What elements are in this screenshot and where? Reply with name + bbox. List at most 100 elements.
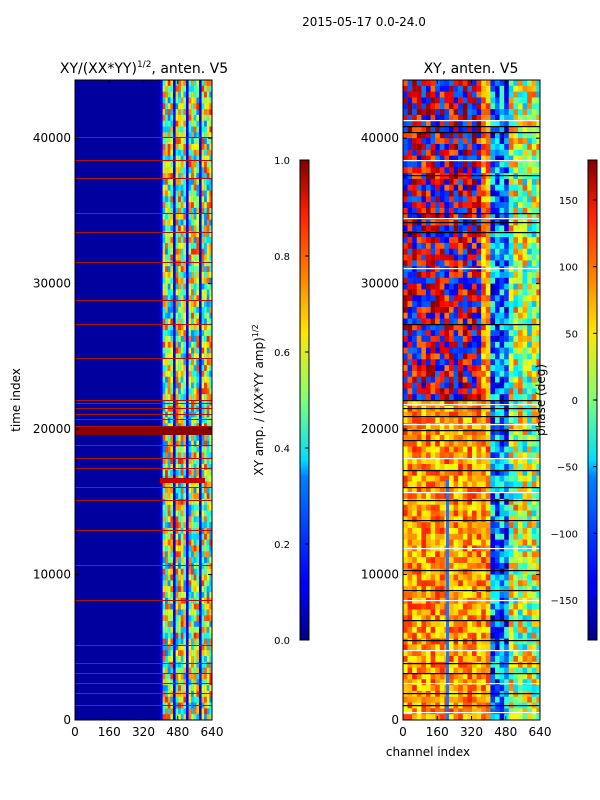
phase-cell bbox=[407, 91, 413, 98]
amplitude-cell bbox=[167, 586, 171, 593]
phase-cell bbox=[421, 353, 427, 360]
phase-cell bbox=[499, 161, 505, 168]
amplitude-cell bbox=[165, 632, 168, 640]
amplitude-cell bbox=[209, 80, 212, 87]
phase-cell bbox=[403, 539, 408, 546]
phase-cell bbox=[508, 306, 514, 314]
amplitude-cell bbox=[209, 551, 212, 558]
amplitude-cell bbox=[188, 109, 192, 116]
amplitude-cell bbox=[165, 178, 168, 186]
phase-cell bbox=[407, 254, 413, 261]
amplitude-cell bbox=[188, 208, 192, 215]
phase-cell bbox=[531, 272, 537, 279]
amplitude-cell bbox=[173, 272, 176, 279]
amplitude-cell bbox=[196, 289, 200, 296]
amplitude-cell bbox=[193, 487, 197, 494]
phase-cell bbox=[430, 231, 436, 238]
amplitude-cell bbox=[162, 388, 166, 395]
amplitude-cell bbox=[196, 213, 200, 221]
amplitude-cell bbox=[162, 138, 166, 145]
amplitude-cell bbox=[167, 353, 171, 360]
phase-cell bbox=[531, 173, 537, 180]
phase-cell bbox=[485, 411, 491, 418]
amplitude-cell bbox=[196, 539, 200, 546]
phase-cell bbox=[495, 295, 500, 302]
amplitude-cell bbox=[178, 690, 181, 698]
amplitude-cell bbox=[178, 626, 181, 634]
amplitude-cell bbox=[193, 638, 197, 645]
phase-cell bbox=[421, 370, 427, 378]
phase-cell bbox=[453, 341, 459, 349]
phase-cell bbox=[416, 126, 422, 133]
amplitude-cell bbox=[165, 144, 168, 151]
amplitude-cell bbox=[173, 190, 176, 197]
phase-cell bbox=[518, 434, 523, 442]
amplitude-cell bbox=[193, 557, 197, 564]
amplitude-cell bbox=[188, 283, 192, 290]
phase-cell bbox=[472, 429, 477, 436]
amplitude-cell bbox=[170, 615, 174, 622]
amplitude-cell bbox=[162, 533, 166, 541]
amplitude-cell bbox=[178, 324, 181, 331]
phase-cell bbox=[495, 423, 500, 430]
amplitude-cell bbox=[175, 539, 179, 546]
amplitude-cell bbox=[162, 626, 166, 634]
phase-cell bbox=[481, 452, 486, 459]
amplitude-cell bbox=[173, 109, 176, 116]
amplitude-cell bbox=[170, 504, 174, 512]
amplitude-cell bbox=[209, 161, 212, 168]
phase-cell bbox=[508, 312, 514, 320]
phase-cell bbox=[430, 283, 436, 290]
amplitude-cell bbox=[167, 673, 171, 680]
phase-cell bbox=[481, 184, 486, 192]
amplitude-cell bbox=[209, 533, 212, 541]
phase-cell bbox=[430, 498, 436, 506]
phase-cell bbox=[439, 481, 445, 488]
amplitude-cell bbox=[183, 714, 187, 720]
amplitude-cell bbox=[204, 685, 207, 692]
amplitude-cell bbox=[196, 510, 200, 517]
phase-cell bbox=[508, 429, 514, 436]
phase-cell bbox=[490, 574, 496, 581]
amplitude-cell bbox=[167, 539, 171, 546]
phase-cell bbox=[430, 80, 436, 87]
phase-cell bbox=[439, 557, 445, 564]
amplitude-cell bbox=[180, 661, 184, 669]
amplitude-cell bbox=[178, 225, 181, 232]
phase-cell bbox=[513, 376, 519, 384]
phase-cell bbox=[495, 132, 500, 139]
phase-cell bbox=[536, 574, 540, 581]
phase-cell bbox=[426, 394, 431, 401]
amplitude-cell bbox=[204, 196, 207, 203]
amplitude-cell bbox=[165, 382, 168, 389]
amplitude-cell bbox=[206, 161, 210, 168]
phase-cell bbox=[430, 562, 436, 570]
phase-cell bbox=[513, 225, 519, 232]
phase-cell bbox=[490, 202, 496, 209]
phase-cell bbox=[485, 277, 491, 285]
amplitude-cell bbox=[183, 237, 187, 244]
amplitude-cell bbox=[196, 277, 200, 285]
phase-cell bbox=[499, 318, 505, 325]
phase-cell bbox=[458, 109, 463, 116]
amplitude-cell bbox=[165, 568, 168, 576]
amplitude-cell bbox=[209, 324, 212, 331]
amplitude-cell bbox=[173, 132, 176, 139]
amplitude-cell bbox=[206, 673, 210, 680]
amplitude-cell bbox=[173, 330, 176, 337]
phase-cell bbox=[449, 138, 454, 145]
amplitude-cell bbox=[196, 347, 200, 354]
amplitude-cell bbox=[175, 231, 179, 238]
amplitude-cell bbox=[170, 667, 174, 674]
phase-cell bbox=[481, 80, 486, 87]
phase-cell bbox=[462, 97, 468, 104]
phase-cell bbox=[518, 411, 523, 418]
phase-cell bbox=[490, 423, 496, 430]
amplitude-cell bbox=[204, 80, 207, 87]
amplitude-cell bbox=[188, 656, 192, 663]
amplitude-cell bbox=[178, 493, 181, 500]
amplitude-cell bbox=[204, 126, 207, 133]
amplitude-cell bbox=[196, 202, 200, 209]
amplitude-cell bbox=[199, 254, 202, 261]
phase-cell bbox=[435, 417, 440, 424]
